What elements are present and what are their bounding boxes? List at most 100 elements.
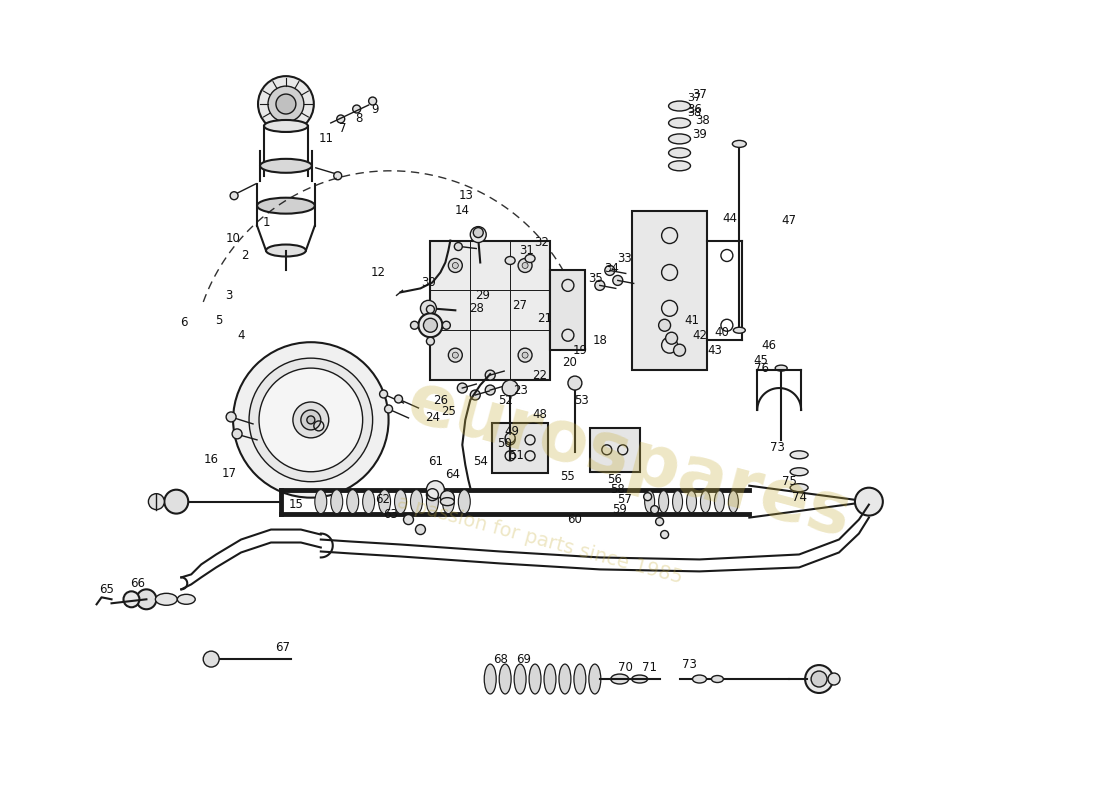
Circle shape [258, 76, 314, 132]
Text: 65: 65 [99, 583, 114, 596]
Circle shape [395, 395, 403, 403]
Text: 37: 37 [692, 87, 707, 101]
Text: 31: 31 [519, 244, 535, 257]
Ellipse shape [610, 674, 629, 684]
Ellipse shape [346, 490, 359, 514]
Text: 29: 29 [475, 289, 490, 302]
Text: 76: 76 [754, 362, 769, 374]
Circle shape [307, 416, 315, 424]
Text: 51: 51 [508, 450, 524, 462]
Circle shape [452, 352, 459, 358]
Text: 43: 43 [707, 344, 722, 357]
Ellipse shape [264, 120, 308, 132]
Ellipse shape [659, 490, 669, 513]
Ellipse shape [410, 490, 422, 514]
Text: 59: 59 [613, 503, 627, 516]
Ellipse shape [257, 198, 315, 214]
Circle shape [659, 319, 671, 331]
Text: 42: 42 [692, 329, 707, 342]
Ellipse shape [442, 490, 454, 514]
Ellipse shape [714, 490, 725, 513]
Text: 56: 56 [607, 474, 623, 486]
Ellipse shape [484, 664, 496, 694]
Circle shape [855, 488, 883, 515]
Text: eurospares: eurospares [400, 367, 859, 552]
Circle shape [385, 405, 393, 413]
Text: 75: 75 [782, 475, 796, 488]
Text: 37: 37 [688, 93, 702, 103]
Text: 6: 6 [180, 316, 188, 329]
Circle shape [656, 518, 663, 526]
Circle shape [518, 258, 532, 273]
Text: 17: 17 [221, 467, 236, 480]
Text: 32: 32 [535, 236, 550, 249]
Text: 21: 21 [538, 312, 552, 325]
Text: 45: 45 [754, 354, 769, 366]
Ellipse shape [669, 161, 691, 170]
Text: 5: 5 [216, 314, 223, 326]
Text: 28: 28 [469, 302, 484, 315]
Ellipse shape [559, 664, 571, 694]
Circle shape [353, 105, 361, 113]
Text: 30: 30 [421, 276, 436, 289]
Ellipse shape [645, 490, 654, 513]
Circle shape [227, 412, 236, 422]
Circle shape [473, 228, 483, 238]
Text: 22: 22 [532, 369, 548, 382]
Ellipse shape [266, 245, 306, 257]
Text: 14: 14 [454, 204, 470, 217]
Ellipse shape [574, 664, 586, 694]
Text: 35: 35 [588, 272, 603, 285]
Circle shape [293, 402, 329, 438]
Ellipse shape [514, 664, 526, 694]
Ellipse shape [505, 257, 515, 265]
Circle shape [379, 390, 387, 398]
Ellipse shape [177, 594, 195, 604]
Circle shape [420, 300, 437, 316]
Text: 60: 60 [568, 513, 582, 526]
Ellipse shape [315, 490, 327, 514]
Circle shape [605, 266, 615, 275]
Circle shape [427, 338, 434, 345]
Text: 67: 67 [275, 641, 290, 654]
Text: 36: 36 [688, 102, 702, 115]
Text: 27: 27 [513, 299, 528, 312]
Circle shape [505, 433, 515, 443]
Text: 11: 11 [318, 133, 333, 146]
Bar [590, 428, 640, 472]
Ellipse shape [790, 468, 808, 476]
Circle shape [518, 348, 532, 362]
Text: 13: 13 [459, 190, 474, 202]
Text: 24: 24 [425, 411, 440, 425]
Text: 33: 33 [617, 252, 632, 265]
Text: 34: 34 [604, 262, 619, 275]
Text: 58: 58 [610, 483, 625, 496]
Text: 25: 25 [441, 406, 455, 418]
Text: 23: 23 [513, 383, 528, 397]
Text: 19: 19 [572, 344, 587, 357]
Text: 55: 55 [561, 470, 575, 483]
Ellipse shape [669, 101, 691, 111]
Ellipse shape [631, 675, 648, 683]
Text: 4: 4 [238, 329, 245, 342]
Circle shape [522, 262, 528, 269]
Ellipse shape [669, 118, 691, 128]
Circle shape [276, 94, 296, 114]
Ellipse shape [733, 141, 746, 147]
Text: 71: 71 [642, 661, 657, 674]
Ellipse shape [672, 490, 682, 513]
Circle shape [404, 514, 414, 525]
Text: 53: 53 [574, 394, 590, 406]
Text: 63: 63 [383, 508, 398, 521]
Ellipse shape [669, 148, 691, 158]
Text: 64: 64 [444, 468, 460, 482]
Circle shape [595, 281, 605, 290]
Text: 68: 68 [493, 653, 507, 666]
Text: 61: 61 [428, 455, 443, 468]
Circle shape [522, 352, 528, 358]
Circle shape [613, 275, 623, 286]
Text: 66: 66 [130, 577, 145, 590]
Text: 41: 41 [684, 314, 699, 326]
Circle shape [673, 344, 685, 356]
Ellipse shape [728, 490, 738, 513]
